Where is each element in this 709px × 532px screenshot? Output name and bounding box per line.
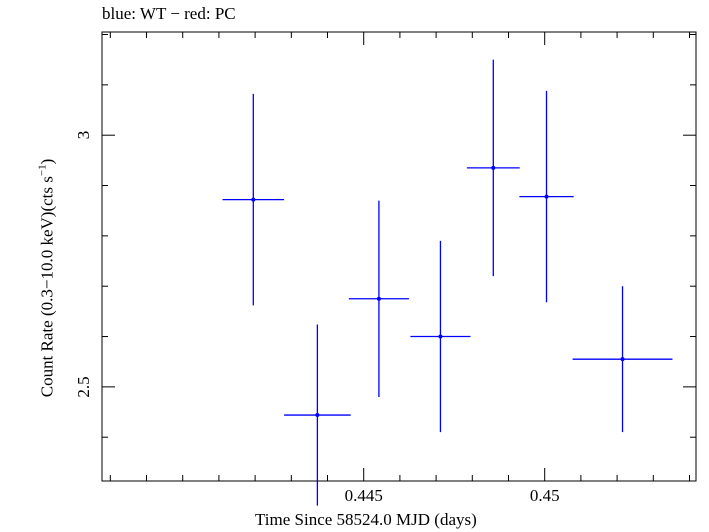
x-tick-label: 0.45 <box>529 486 560 505</box>
chart-title: blue: WT − red: PC <box>102 4 236 23</box>
data-marker <box>620 357 625 362</box>
data-point <box>348 200 409 397</box>
axis-ticks <box>102 32 696 481</box>
x-tick-label: 0.445 <box>344 486 383 505</box>
plot-frame <box>101 31 697 482</box>
y-tick-label: 2.5 <box>74 376 93 398</box>
data-point <box>519 90 574 303</box>
data-marker <box>251 197 256 202</box>
data-point <box>572 286 673 433</box>
data-point <box>222 93 285 306</box>
data-marker <box>491 165 496 170</box>
y-axis-label-end: ) <box>37 158 57 165</box>
x-axis-label: Time Since 58524.0 MJD (days) <box>255 510 477 529</box>
y-axis-label-main: Count Rate (0.3−10.0 keV)(cts s <box>37 176 57 398</box>
data-points <box>222 59 673 506</box>
data-point <box>284 324 351 506</box>
data-marker <box>376 296 381 301</box>
data-marker <box>315 413 320 418</box>
data-point <box>466 59 520 277</box>
data-point <box>410 240 471 433</box>
y-axis-label-exponent: −1 <box>36 164 49 177</box>
y-tick-label: 3 <box>74 130 93 140</box>
y-axis-label: Count Rate (0.3−10.0 keV)(cts s−1) <box>37 159 58 398</box>
data-marker <box>438 334 443 339</box>
data-marker <box>544 194 549 199</box>
